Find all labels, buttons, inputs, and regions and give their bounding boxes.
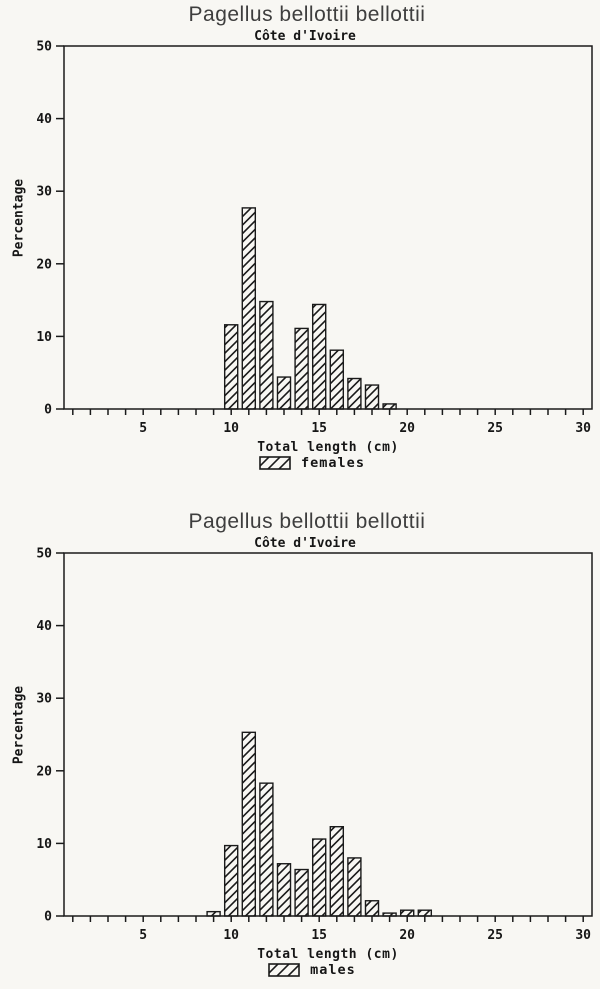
x-axis-title: Total length (cm) xyxy=(257,440,399,455)
y-tick-label: 50 xyxy=(36,547,52,562)
chart-subtitle: Côte d'Ivoire xyxy=(254,536,356,551)
bar-15cm xyxy=(311,838,327,917)
x-tick-label: 30 xyxy=(575,421,591,436)
x-tick-label: 15 xyxy=(311,928,327,943)
legend-label: females xyxy=(301,455,365,471)
y-tick-label: 20 xyxy=(36,257,52,272)
y-tick-label: 0 xyxy=(44,910,52,925)
y-axis: 0 10 20 30 40 50 xyxy=(36,547,64,925)
bar-13cm xyxy=(276,376,292,410)
bar-16cm xyxy=(329,349,345,410)
x-axis: 5 10 15 20 25 30 xyxy=(72,409,591,436)
x-tick-label: 5 xyxy=(139,928,147,943)
females-legend: females xyxy=(48,455,576,471)
males-plot-area: 0 10 20 30 40 50 5 10 15 20 25 30 xyxy=(36,547,593,943)
bars xyxy=(223,207,397,410)
y-tick-label: 50 xyxy=(36,40,52,55)
bar-10cm xyxy=(223,324,239,410)
bar-19cm xyxy=(382,403,397,410)
bar-14cm xyxy=(294,327,309,410)
y-tick-label: 10 xyxy=(36,330,52,345)
females-length-frequency-chart: Pagellus bellottii bellottii Côte d'Ivoi… xyxy=(0,0,600,482)
legend-swatch-box xyxy=(268,963,300,977)
bar-20cm xyxy=(399,909,415,917)
males-legend: males xyxy=(48,962,576,978)
x-tick-label: 20 xyxy=(399,421,415,436)
y-tick-label: 40 xyxy=(36,619,52,634)
x-axis: 5 10 15 20 25 30 xyxy=(72,916,591,943)
bar-9cm xyxy=(206,910,221,917)
x-tick-label: 25 xyxy=(487,928,503,943)
x-tick-label: 30 xyxy=(575,928,591,943)
y-tick-label: 40 xyxy=(36,112,52,127)
plot-box xyxy=(63,45,593,410)
x-tick-label: 10 xyxy=(223,928,239,943)
bar-11cm xyxy=(241,731,257,917)
bar-13cm xyxy=(276,863,292,917)
chart-title: Pagellus bellottii bellottii xyxy=(188,3,426,26)
bar-18cm xyxy=(364,384,380,410)
x-tick-label: 20 xyxy=(399,928,415,943)
y-tick-label: 30 xyxy=(36,185,52,200)
y-tick-label: 30 xyxy=(36,692,52,707)
bar-12cm xyxy=(259,300,274,410)
males-length-frequency-chart: Pagellus bellottii bellottii Côte d'Ivoi… xyxy=(0,507,600,989)
legend-swatch-box xyxy=(259,456,291,470)
bar-19cm xyxy=(382,912,397,917)
bar-11cm xyxy=(241,207,257,410)
y-tick-label: 10 xyxy=(36,837,52,852)
legend-hatch-swatch xyxy=(268,963,300,977)
bar-18cm xyxy=(364,900,380,917)
plot-box xyxy=(63,552,593,917)
y-tick-label: 0 xyxy=(44,403,52,418)
legend-hatch-swatch xyxy=(259,456,291,470)
chart-title: Pagellus bellottii bellottii xyxy=(188,510,426,533)
legend-label: males xyxy=(310,962,356,978)
bar-10cm xyxy=(223,844,239,917)
bars xyxy=(206,731,433,917)
bar-21cm xyxy=(417,909,433,917)
x-tick-label: 10 xyxy=(223,421,239,436)
y-axis: 0 10 20 30 40 50 xyxy=(36,40,64,418)
x-tick-label: 25 xyxy=(487,421,503,436)
chart-subtitle: Côte d'Ivoire xyxy=(254,29,356,44)
bar-15cm xyxy=(311,303,327,410)
x-tick-label: 5 xyxy=(139,421,147,436)
bar-16cm xyxy=(329,826,345,917)
x-tick-label: 15 xyxy=(311,421,327,436)
females-plot-area: 0 10 20 30 40 50 5 10 15 20 25 30 xyxy=(36,40,593,436)
y-tick-label: 20 xyxy=(36,764,52,779)
bar-14cm xyxy=(294,868,309,917)
bar-12cm xyxy=(259,782,274,917)
x-axis-title: Total length (cm) xyxy=(257,947,399,962)
bar-17cm xyxy=(347,377,362,410)
bar-17cm xyxy=(347,857,362,917)
